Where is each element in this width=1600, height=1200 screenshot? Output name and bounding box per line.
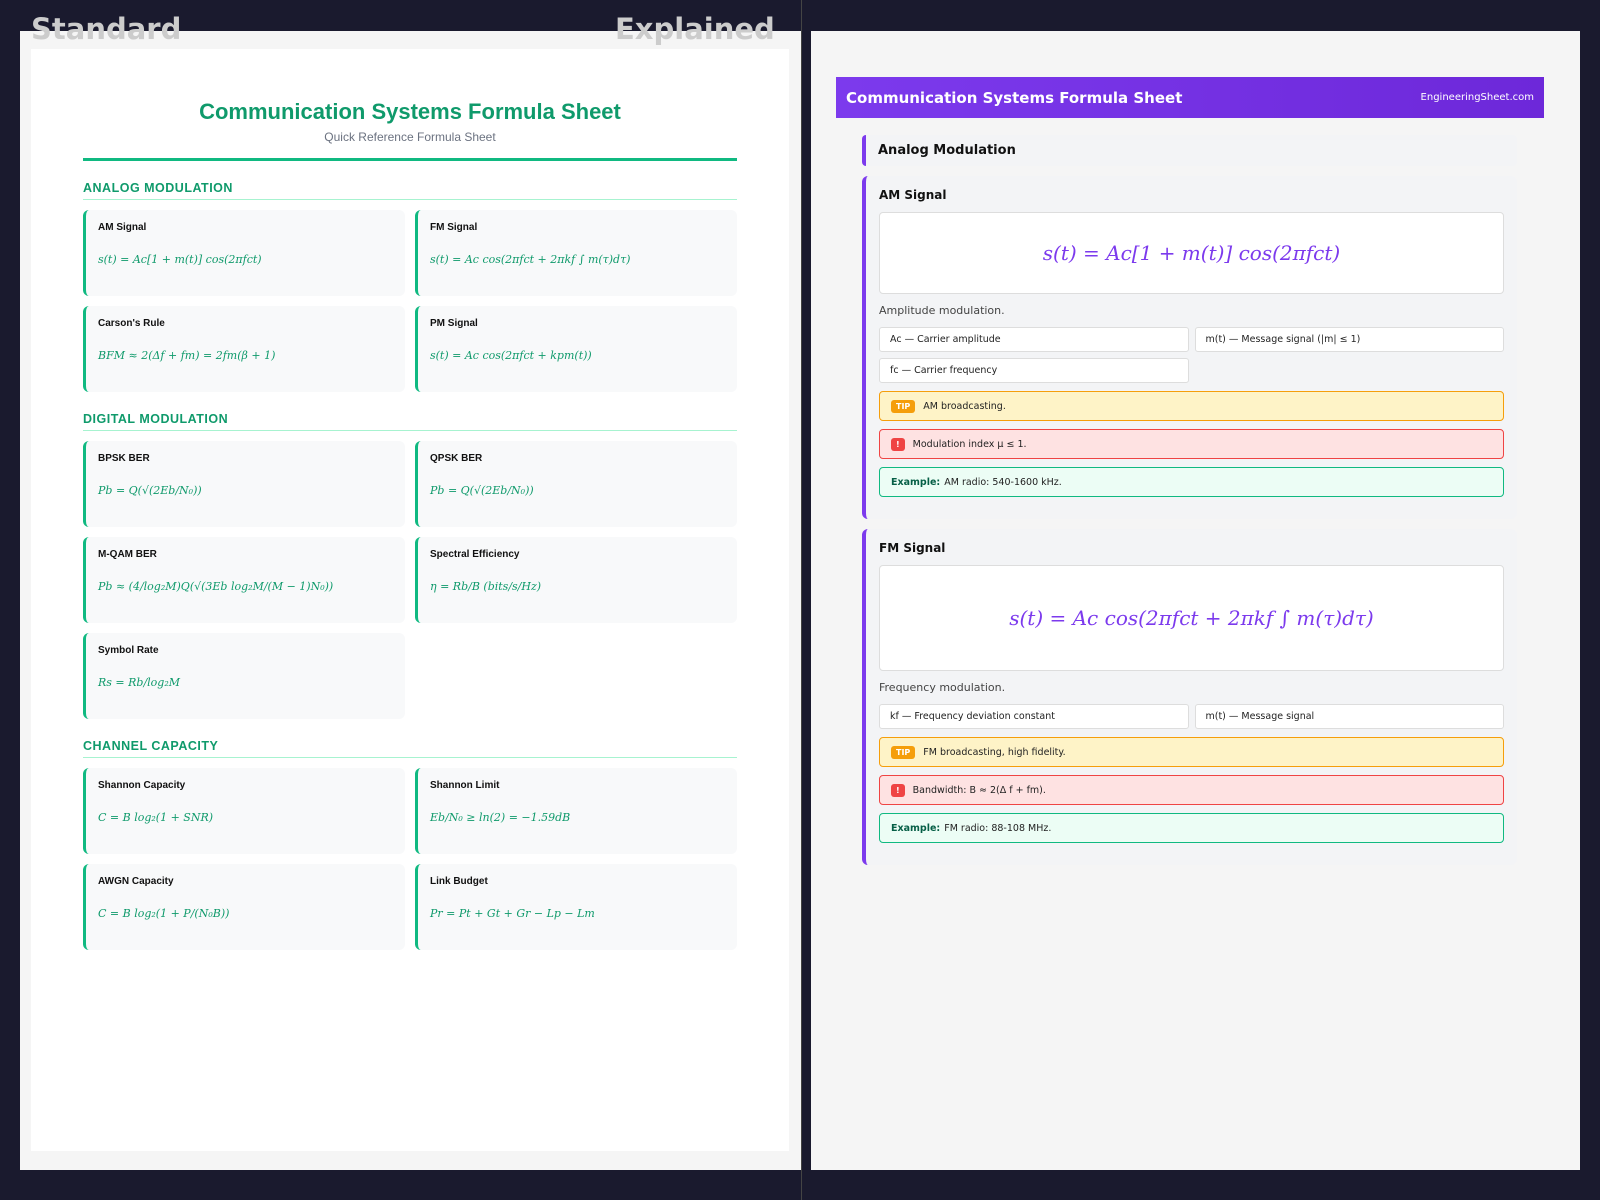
example-label: Example: (891, 476, 941, 488)
formula: s(t) = Ac cos(2πfct + 2πkf ∫ m(τ)dτ) (879, 565, 1504, 671)
formula-card: BPSK BER Pb = Q(√(2Eb/N₀)) (83, 441, 405, 527)
section-heading: DIGITAL MODULATION (83, 412, 737, 431)
standard-panel: Communication Systems Formula Sheet Quic… (20, 31, 801, 1170)
card-name: QPSK BER (430, 453, 483, 464)
formula-card: AM Signal s(t) = Ac[1 + m(t)] cos(2πfct) (83, 210, 405, 296)
standard-page: Communication Systems Formula Sheet Quic… (31, 49, 789, 1151)
subtitle: Quick Reference Formula Sheet (83, 130, 737, 161)
variables: kf — Frequency deviation constant m(t) — … (879, 704, 1504, 729)
variables: Ac — Carrier amplitude m(t) — Message sig… (879, 327, 1504, 383)
tip-badge: TIP (891, 399, 916, 413)
formula: Eb/N₀ ≥ ln(2) = −1.59dB (430, 811, 571, 824)
warning-badge: ! (891, 437, 905, 451)
header: Communication Systems Formula Sheet Engi… (836, 77, 1544, 118)
formula-card: FM Signal s(t) = Ac cos(2πfct + 2πkf ∫ m(… (415, 210, 737, 296)
formula-card: AWGN Capacity C = B log₂(1 + P/(N₀B)) (83, 864, 405, 950)
card-name: AM Signal (879, 188, 947, 202)
formula: C = B log₂(1 + SNR) (98, 811, 214, 824)
example-text: FM radio: 88-108 MHz. (944, 822, 1052, 834)
tip-text: AM broadcasting. (923, 400, 1006, 412)
formula-card: Carson's Rule BFM ≈ 2(Δf + fm) = 2fm(β + … (83, 306, 405, 392)
example-label: Example: (891, 822, 941, 834)
description: Amplitude modulation. (879, 304, 1005, 317)
tip: TIP AM broadcasting. (879, 391, 1504, 421)
formula: s(t) = Ac[1 + m(t)] cos(2πfct) (98, 253, 262, 266)
card-name: AWGN Capacity (98, 876, 174, 887)
variable: kf — Frequency deviation constant (879, 704, 1189, 729)
formula: s(t) = Ac[1 + m(t)] cos(2πfct) (879, 212, 1504, 294)
tip: TIP FM broadcasting, high fidelity. (879, 737, 1504, 767)
card-name: M-QAM BER (98, 549, 157, 560)
card-name: BPSK BER (98, 453, 150, 464)
section-title: Analog Modulation (862, 135, 1517, 166)
card-name: Spectral Efficiency (430, 549, 520, 560)
card-name: FM Signal (879, 541, 946, 555)
warning-badge: ! (891, 783, 905, 797)
card-grid: Shannon Capacity C = B log₂(1 + SNR) Shann… (83, 768, 737, 950)
label: Explained (615, 12, 775, 46)
card-name: FM Signal (430, 222, 478, 233)
explained-panel: Communication Systems Formula Sheet Engi… (811, 31, 1580, 1170)
divider (801, 0, 802, 1200)
card-grid: BPSK BER Pb = Q(√(2Eb/N₀)) QPSK BER Pb = Q(… (83, 441, 737, 719)
formula-card: Spectral Efficiency η = Rb/B (bits/s/Hz) (415, 537, 737, 623)
card-grid: AM Signal s(t) = Ac[1 + m(t)] cos(2πfct) F… (83, 210, 737, 392)
card-name: Shannon Capacity (98, 780, 186, 791)
formula-card: QPSK BER Pb = Q(√(2Eb/N₀)) (415, 441, 737, 527)
formula-card: Shannon Capacity C = B log₂(1 + SNR) (83, 768, 405, 854)
description: Frequency modulation. (879, 681, 1006, 694)
example-text: AM radio: 540-1600 kHz. (944, 476, 1062, 488)
formula: Pb = Q(√(2Eb/N₀)) (430, 484, 534, 497)
card-name: PM Signal (430, 318, 478, 329)
warning-text: Modulation index μ ≤ 1. (912, 438, 1027, 450)
formula-card: Shannon Limit Eb/N₀ ≥ ln(2) = −1.59dB (415, 768, 737, 854)
card-name: Carson's Rule (98, 318, 165, 329)
formula-card: Link Budget Pr = Pt + Gt + Gr − Lp − Lm (415, 864, 737, 950)
explained-card: AM Signal s(t) = Ac[1 + m(t)] cos(2πfct) A… (862, 176, 1517, 519)
formula-card: M-QAM BER Pb ≈ (4/log₂M)Q(√(3Eb log₂M/(M … (83, 537, 405, 623)
formula-card: PM Signal s(t) = Ac cos(2πfct + kpm(t)) (415, 306, 737, 392)
title: Communication Systems Formula Sheet (199, 99, 621, 124)
variable: Ac — Carrier amplitude (879, 327, 1189, 352)
section: Analog Modulation AM Signal s(t) = Ac[1 +… (862, 135, 1517, 865)
card-name: Link Budget (430, 876, 488, 887)
warning: ! Modulation index μ ≤ 1. (879, 429, 1504, 459)
card-name: Shannon Limit (430, 780, 500, 791)
example: Example: AM radio: 540-1600 kHz. (879, 467, 1504, 497)
formula: Pb ≈ (4/log₂M)Q(√(3Eb log₂M/(M − 1)N₀)) (98, 580, 334, 593)
card-name: Symbol Rate (98, 645, 159, 656)
warning: ! Bandwidth: B ≈ 2(Δ f + fm). (879, 775, 1504, 805)
header-title: Communication Systems Formula Sheet (846, 88, 1183, 107)
formula: Pr = Pt + Gt + Gr − Lp − Lm (430, 907, 595, 920)
formula: C = B log₂(1 + P/(N₀B)) (98, 907, 230, 920)
formula: Pb = Q(√(2Eb/N₀)) (98, 484, 202, 497)
formula: Rs = Rb/log₂M (98, 676, 181, 689)
formula: BFM ≈ 2(Δf + fm) = 2fm(β + 1) (98, 349, 276, 362)
formula: s(t) = Ac cos(2πfct + 2πkf ∫ m(τ)dτ) (430, 253, 631, 266)
site: EngineeringSheet.com (1420, 92, 1534, 103)
variable: m(t) — Message signal (1194, 704, 1504, 729)
card-name: AM Signal (98, 222, 147, 233)
formula: s(t) = Ac cos(2πfct + kpm(t)) (430, 349, 592, 362)
formula: η = Rb/B (bits/s/Hz) (430, 580, 542, 593)
example: Example: FM radio: 88-108 MHz. (879, 813, 1504, 843)
section-heading: ANALOG MODULATION (83, 181, 737, 200)
warning-text: Bandwidth: B ≈ 2(Δ f + fm). (912, 784, 1046, 796)
label: Standard (31, 12, 182, 46)
variable: fc — Carrier frequency (879, 358, 1189, 383)
formula-card: Symbol Rate Rs = Rb/log₂M (83, 633, 405, 719)
variable: m(t) — Message signal (|m| ≤ 1) (1194, 327, 1504, 352)
explained-card: FM Signal s(t) = Ac cos(2πfct + 2πkf ∫ m(… (862, 529, 1517, 865)
tip-text: FM broadcasting, high fidelity. (923, 746, 1066, 758)
tip-badge: TIP (891, 745, 916, 759)
section-heading: CHANNEL CAPACITY (83, 739, 737, 758)
